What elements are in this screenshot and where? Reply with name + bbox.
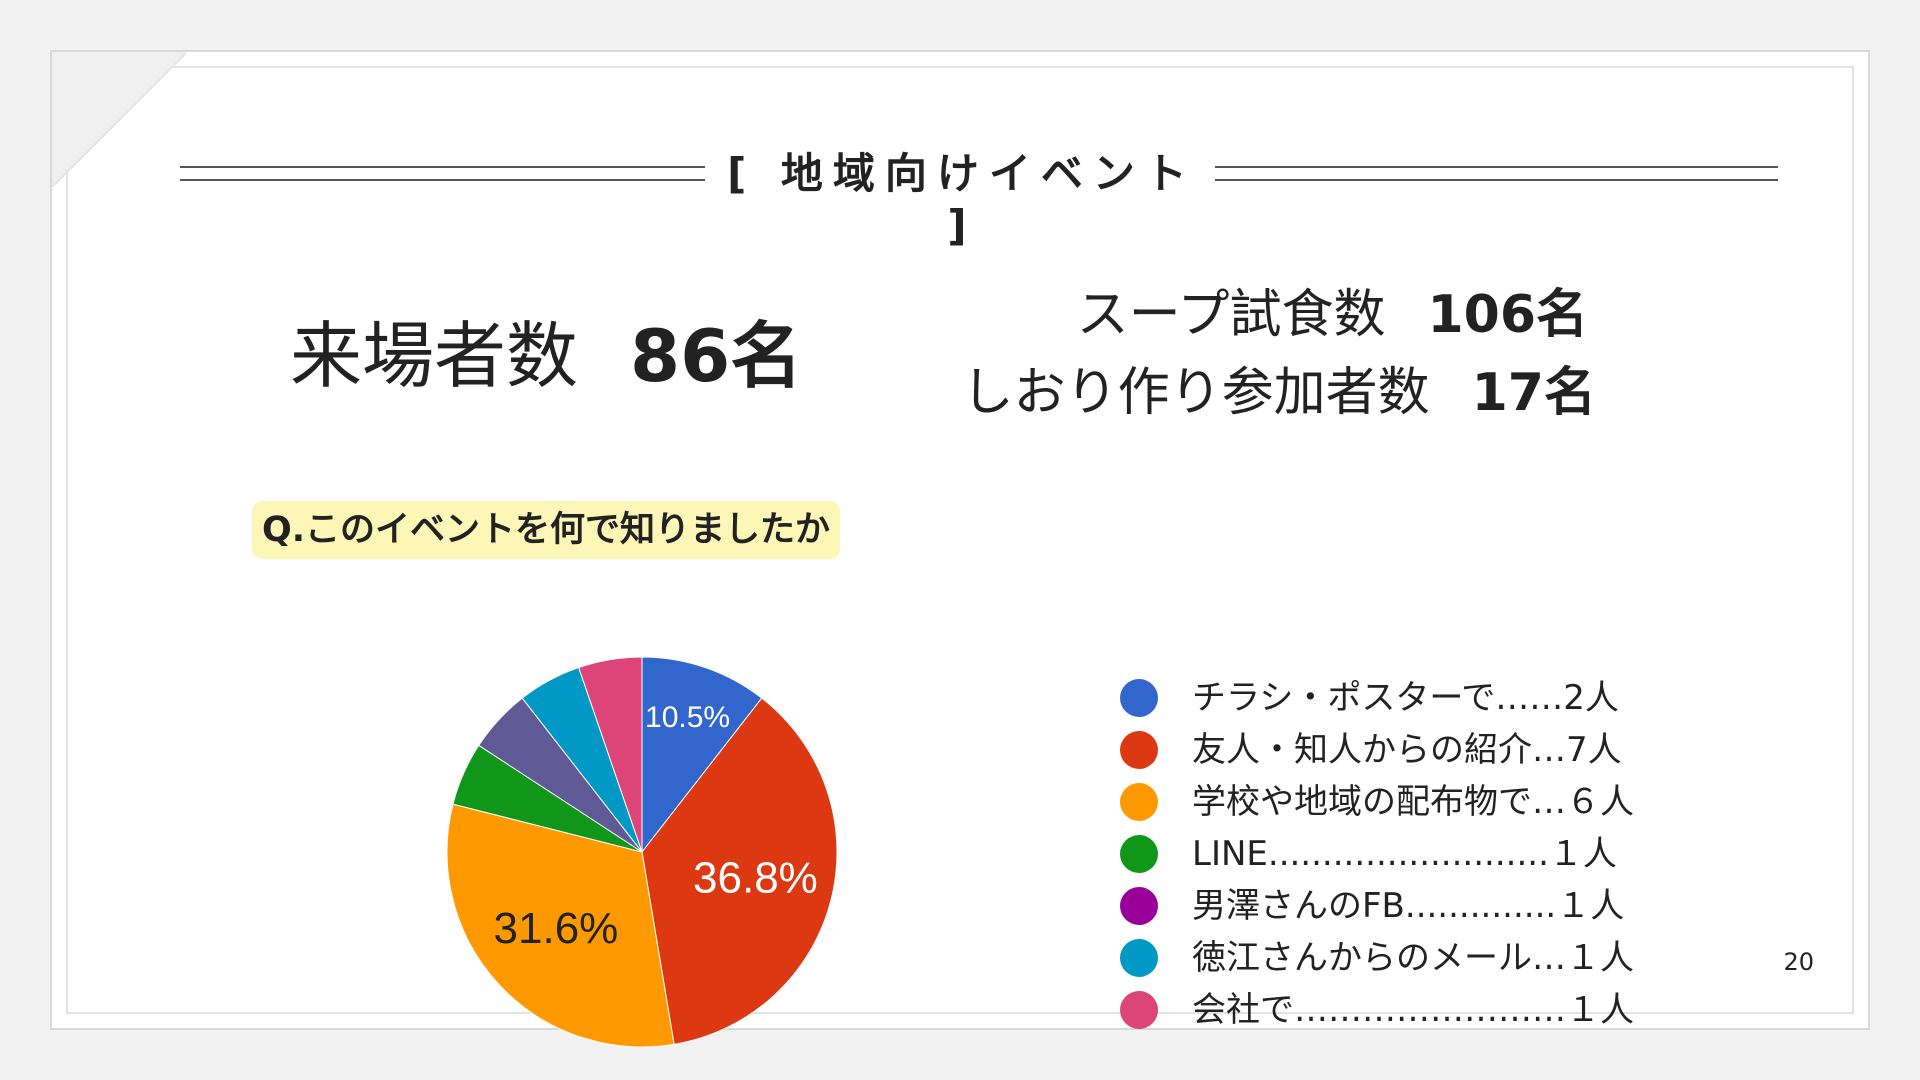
- pie-slice-label-2: 31.6%: [494, 904, 619, 953]
- survey-question: Q.このイベントを何で知りましたか: [252, 501, 841, 559]
- legend-label: 男澤さんのFB..............１人: [1192, 886, 1625, 926]
- legend-color-dot: [1120, 679, 1158, 717]
- legend-label: LINE..........................１人: [1192, 834, 1617, 874]
- corner-fold-decoration: [52, 52, 187, 187]
- pie-slice-6: [578, 656, 643, 853]
- legend-label: 会社で……………………１人: [1192, 990, 1634, 1030]
- title-rule-left: [180, 166, 705, 181]
- visitor-count-value: 86名: [630, 314, 803, 398]
- bookmark-participant-label: しおり作り参加者数: [961, 363, 1430, 423]
- legend-color-dot: [1120, 783, 1158, 821]
- legend-label: 徳江さんからのメール…１人: [1192, 938, 1634, 978]
- legend-color-dot: [1120, 887, 1158, 925]
- pie-slice-1: [641, 697, 838, 1045]
- soup-tasting-value: 106名: [1427, 285, 1588, 345]
- visitor-count-label: 来場者数: [290, 314, 579, 398]
- legend-label: 友人・知人からの紹介…7人: [1192, 730, 1622, 770]
- slide-title: [ 地域向けイベント ]: [727, 149, 1197, 250]
- pie-slice-label-0: 10.5%: [645, 701, 730, 734]
- legend-color-dot: [1120, 991, 1158, 1029]
- visitor-count: 来場者数 86名: [290, 297, 802, 402]
- title-rule-right: [1215, 166, 1778, 181]
- pie-chart: 10.5% 36.8% 31.6%: [446, 656, 838, 1048]
- legend-color-dot: [1120, 731, 1158, 769]
- legend-label: 学校や地域の配布物で…６人: [1192, 782, 1634, 822]
- legend-label: チラシ・ポスターで……2人: [1192, 678, 1619, 718]
- bookmark-participant-value: 17名: [1471, 363, 1596, 423]
- pie-slice-0: [641, 656, 763, 854]
- slide: [ 地域向けイベント ] 来場者数 86名 スープ試食数 106名 しおり作り参加者…: [50, 50, 1870, 1048]
- pie-slice-2: [446, 803, 675, 1048]
- pie-slice-label-1: 36.8%: [693, 853, 818, 902]
- soup-tasting-count: スープ試食数 106名: [1077, 272, 1588, 347]
- legend-color-dot: [1120, 835, 1158, 873]
- page-number: 20: [1783, 948, 1814, 976]
- bookmark-participant-count: しおり作り参加者数 17名: [962, 350, 1596, 425]
- soup-tasting-label: スープ試食数: [1076, 285, 1386, 345]
- legend-color-dot: [1120, 939, 1158, 977]
